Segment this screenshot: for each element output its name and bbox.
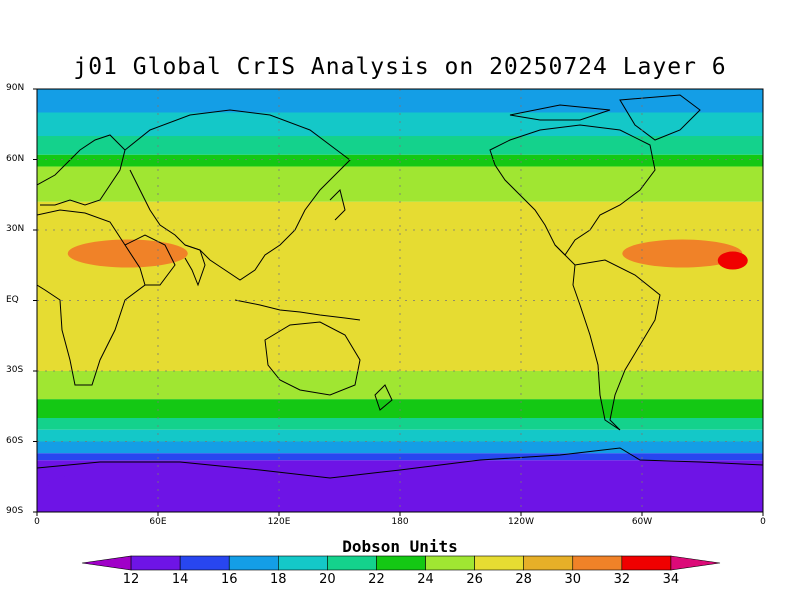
y-tick-label: 60S — [6, 435, 24, 446]
zonal-band-11 — [37, 453, 763, 461]
highlight-region-2 — [717, 251, 748, 270]
colorbar-segment — [179, 555, 230, 571]
coastline-africa — [37, 209, 146, 386]
colorbar-tick-label: 34 — [662, 572, 680, 587]
colorbar-segment — [278, 555, 328, 571]
zonal-band-0 — [37, 89, 763, 113]
coastline-arctic-islands — [509, 104, 611, 121]
colorbar-segment — [130, 555, 181, 571]
colorbar-segment — [81, 555, 132, 571]
x-tick-label: 60E — [149, 517, 167, 527]
colorbar-label: Dobson Units — [342, 537, 458, 556]
highlight-region-1 — [622, 239, 743, 268]
y-tick-label: 30N — [6, 224, 25, 234]
coastline-asia — [124, 109, 351, 281]
colorbar-tick-label: 32 — [613, 572, 631, 587]
colorbar-tick-label: 24 — [417, 572, 434, 587]
coastline-japan — [329, 189, 346, 221]
colorbar-segment — [228, 555, 279, 571]
coastline-indonesia — [234, 299, 361, 321]
colorbar-segment — [621, 555, 672, 571]
zonal-band-7 — [37, 399, 763, 418]
axis-ticks — [33, 88, 764, 516]
colorbar-tick-label: 12 — [122, 572, 140, 587]
colorbar-segment — [523, 555, 574, 571]
colorbar-tick-label: 26 — [466, 572, 483, 587]
coastline-central-america — [554, 244, 576, 266]
colorbar-segment — [670, 555, 721, 571]
colorbar-segment — [327, 555, 377, 571]
colorbar-tick-label: 14 — [171, 572, 189, 587]
zonal-band-9 — [37, 429, 763, 442]
x-tick-label: 60W — [631, 517, 653, 527]
x-tick-label: 0 — [34, 517, 40, 527]
coastline-europe — [37, 134, 126, 206]
y-tick-label: 30S — [6, 365, 24, 375]
map-title: j01 Global CrIS Analysis on 20250724 Lay… — [73, 54, 727, 80]
x-tick-label: 120E — [267, 517, 291, 527]
y-tick-label: EQ — [6, 294, 19, 305]
x-tick-label: 120W — [507, 517, 535, 527]
zonal-band-10 — [37, 441, 763, 454]
colorbar-tick-label: 28 — [515, 572, 532, 587]
colorbar-tick-label: 30 — [564, 572, 582, 587]
highlight-region-3 — [48, 469, 268, 498]
colorbar-tick-label: 22 — [368, 572, 385, 587]
colorbar-segment — [572, 555, 623, 571]
coastline-nz — [374, 384, 393, 411]
zonal-band-3 — [37, 154, 763, 167]
graticule — [37, 89, 763, 512]
coastline-greenland — [619, 94, 701, 141]
zonal-band-4 — [37, 166, 763, 202]
coastlines — [37, 94, 763, 479]
colorbar-tick-label: 16 — [220, 572, 238, 587]
colorbar-segment — [474, 555, 524, 571]
colorbar-tick-label: 20 — [319, 572, 336, 587]
coastline-antarctica — [37, 447, 763, 479]
x-tick-label: 0 — [760, 517, 766, 527]
y-tick-label: 90S — [6, 506, 24, 516]
coastline-arabia — [124, 234, 176, 286]
coastline-north-america — [489, 124, 656, 256]
zonal-band-8 — [37, 418, 763, 430]
y-tick-label: 90N — [6, 83, 25, 93]
contour-field — [37, 89, 763, 512]
colorbar-segment — [425, 555, 475, 571]
colorbar-segment — [376, 555, 426, 571]
zonal-band-1 — [37, 112, 763, 136]
coastline-south-america — [572, 259, 661, 431]
y-tick-label: 60N — [6, 153, 25, 164]
colorbar-tick-label: 18 — [270, 572, 287, 587]
coastline-australia — [264, 321, 361, 396]
highlight-region-0 — [67, 239, 188, 268]
coastline-india — [184, 244, 206, 287]
x-tick-label: 180 — [391, 517, 409, 527]
